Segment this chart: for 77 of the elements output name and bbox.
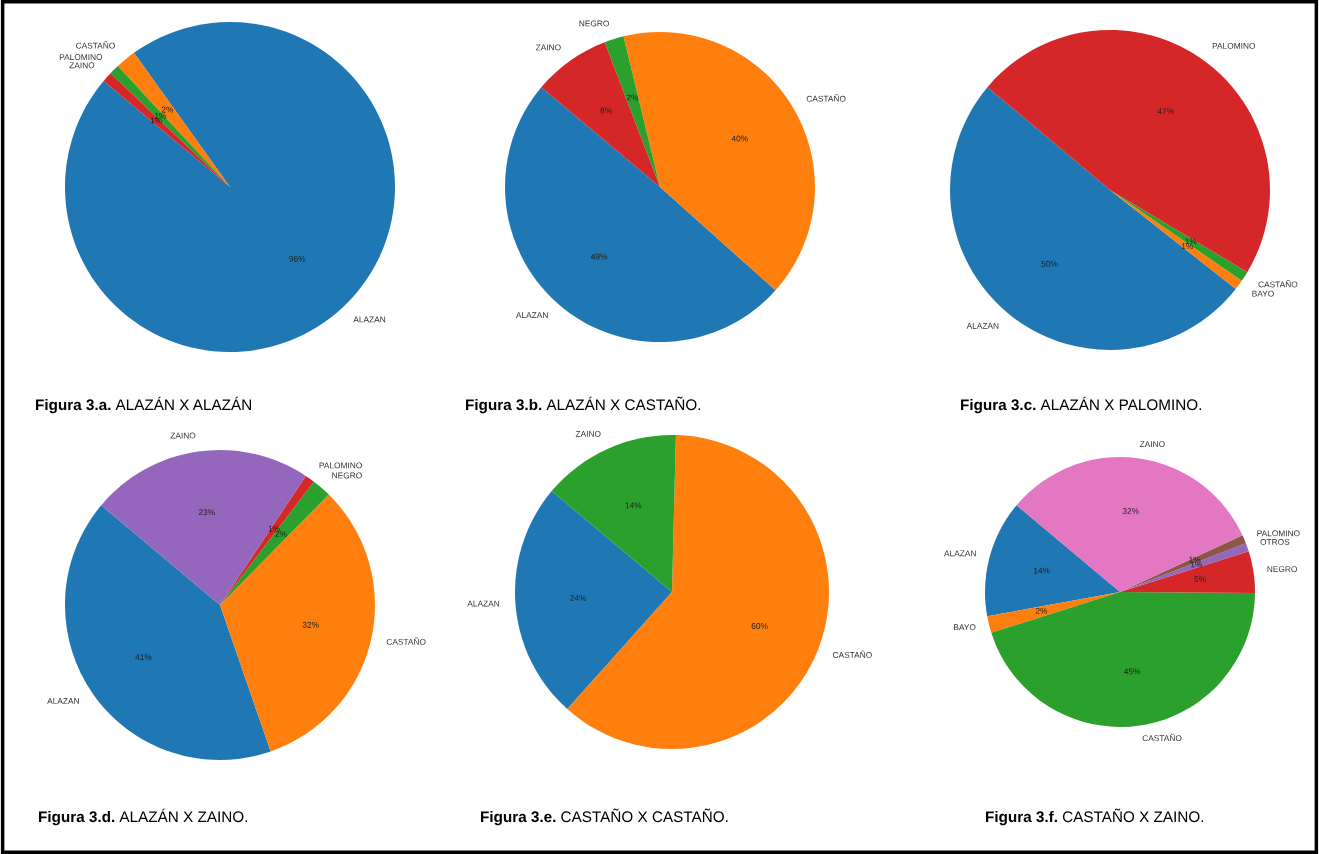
slice-label: ALAZAN: [515, 312, 548, 319]
slice-label: BAYO: [1252, 290, 1274, 297]
data-label: 1%: [1189, 556, 1201, 563]
pie-slice: [991, 592, 1255, 727]
pie-slice: [1120, 543, 1249, 592]
data-label: 50%: [1041, 260, 1058, 267]
data-label: 14%: [625, 502, 642, 509]
pie-slice: [1120, 551, 1255, 593]
data-label: 32%: [302, 621, 319, 628]
pie-slice: [985, 505, 1120, 617]
slice-label: PALOMINO: [59, 54, 103, 60]
data-label: 14%: [1033, 567, 1050, 574]
slice-label: OTROS: [1260, 539, 1290, 545]
slice-label: ALAZAN: [47, 698, 79, 704]
slice-label: NEGRO: [1267, 566, 1297, 573]
slice-label: NEGRO: [332, 472, 362, 479]
text: Figura 3.a.: [36, 398, 111, 414]
text: Figura 3.d.: [39, 810, 115, 826]
data-label: 2%: [626, 94, 639, 101]
data-label: 96%: [289, 255, 306, 262]
data-label: 2%: [1035, 607, 1048, 614]
pie-slice: [987, 592, 1120, 633]
text: ALAZÁN X ZAINO.: [119, 808, 248, 823]
text: ALAZÁN X CASTAÑO.: [546, 396, 701, 411]
text: Figura 3.f.: [986, 810, 1057, 826]
text: ALAZÁN X ALAZÁN: [115, 396, 251, 410]
text: Figura 3.e.: [481, 810, 556, 826]
pie-slice: [1120, 535, 1246, 592]
data-label: 49%: [590, 253, 608, 260]
pie-slice: [515, 491, 672, 709]
data-label: 32%: [1122, 508, 1139, 514]
text: Figura 3.c.: [961, 398, 1036, 414]
slice-label: ZAINO: [535, 44, 561, 51]
text: Figura 3.b.: [466, 398, 542, 414]
data-label: 40%: [731, 135, 748, 142]
pie-slice: [220, 475, 314, 605]
slice-label: ALAZAN: [944, 550, 976, 557]
data-label: 2%: [161, 106, 174, 113]
text: CASTAÑO X CASTAÑO.: [561, 808, 728, 823]
slice-label: ALAZAN: [467, 600, 500, 607]
slice-label: ALAZAN: [966, 323, 999, 329]
data-label: 5%: [1194, 576, 1206, 583]
slice-label: CASTAÑO: [1142, 733, 1182, 742]
data-label: 24%: [570, 595, 587, 601]
pie-slice: [1016, 457, 1243, 592]
slice-label: PALOMINO: [319, 462, 362, 469]
slice-label: CASTAÑO: [1258, 279, 1298, 288]
slice-label: PALOMINO: [1257, 530, 1300, 537]
slice-label: CASTAÑO: [806, 94, 846, 102]
slice-label: CASTAÑO: [832, 650, 872, 658]
pie-slice: [220, 494, 375, 752]
slice-label: ZAINO: [69, 62, 95, 69]
data-label: 47%: [1157, 108, 1174, 115]
slice-label: ZAINO: [575, 430, 601, 437]
pie-slice: [101, 450, 306, 605]
text: ALAZÁN X PALOMINO.: [1040, 396, 1201, 411]
slice-label: ZAINO: [1139, 441, 1165, 448]
text: CASTAÑO X ZAINO.: [1062, 808, 1204, 823]
data-label: 60%: [751, 623, 768, 629]
pie-slice: [551, 435, 676, 592]
pie-slice: [567, 435, 829, 749]
slice-label: CASTAÑO: [76, 41, 115, 49]
data-label: 1%: [1191, 561, 1203, 568]
data-label: 41%: [135, 654, 152, 660]
data-label: 8%: [600, 107, 612, 114]
slice-label: ALAZAN: [353, 316, 386, 323]
pie-slice: [987, 30, 1270, 273]
slice-label: PALOMINO: [1212, 42, 1256, 49]
slice-label: ZAINO: [170, 432, 196, 439]
pie-slice: [950, 87, 1236, 350]
data-label: 2%: [275, 531, 287, 537]
slice-label: CASTAÑO: [386, 637, 426, 645]
slice-label: NEGRO: [579, 20, 609, 27]
slice-label: BAYO: [954, 624, 976, 631]
data-label: 45%: [1123, 668, 1141, 675]
pie-slice: [505, 87, 776, 342]
data-label: 23%: [198, 509, 215, 516]
